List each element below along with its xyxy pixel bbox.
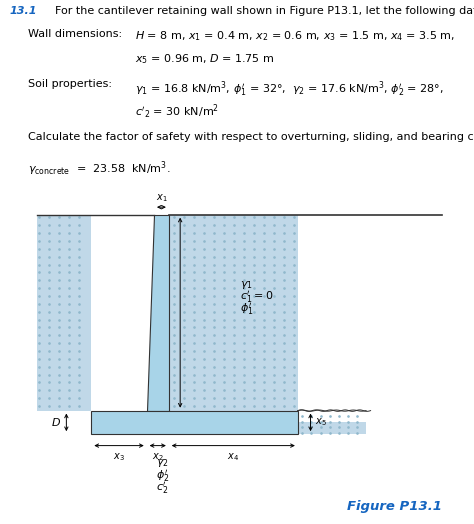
Bar [37,215,91,411]
Bar [91,411,298,434]
Text: $x_5$: $x_5$ [315,417,327,428]
Text: $\phi_2'$: $\phi_2'$ [155,468,169,484]
Polygon shape [146,215,169,411]
Text: 13.1: 13.1 [9,6,37,16]
Text: $\gamma_1$ = 16.8 kN/m$^3$, $\phi_1'$ = 32°,  $\gamma_2$ = 17.6 kN/m$^3$, $\phi_: $\gamma_1$ = 16.8 kN/m$^3$, $\phi_1'$ = … [135,79,444,99]
Text: Soil properties:: Soil properties: [28,79,112,89]
Text: $\gamma_{\mathregular{concrete}}$  =  23.58  kN/m$^3$.: $\gamma_{\mathregular{concrete}}$ = 23.5… [28,159,171,178]
Text: $D$: $D$ [51,417,61,428]
Text: Wall dimensions:: Wall dimensions: [28,29,123,39]
Bar [298,422,366,434]
Text: $x_3$: $x_3$ [113,451,125,463]
Text: $c_2'$: $c_2'$ [156,480,168,496]
Text: $H$ = 8 m, $x_1$ = 0.4 m, $x_2$ = 0.6 m, $x_3$ = 1.5 m, $x_4$ = 3.5 m,: $H$ = 8 m, $x_1$ = 0.4 m, $x_2$ = 0.6 m,… [135,29,455,42]
Text: $H$: $H$ [160,307,170,319]
Text: Figure P13.1: Figure P13.1 [347,500,442,512]
Text: $\phi_1'$: $\phi_1'$ [240,301,253,317]
Text: Calculate the factor of safety with respect to overturning, sliding, and bearing: Calculate the factor of safety with resp… [28,132,474,142]
Text: $c_1' = 0$: $c_1' = 0$ [240,289,273,305]
Text: $x_5$ = 0.96 m, $D$ = 1.75 m: $x_5$ = 0.96 m, $D$ = 1.75 m [135,52,274,66]
Text: $\gamma_1$: $\gamma_1$ [240,279,253,291]
Text: For the cantilever retaining wall shown in Figure P13.1, let the following data : For the cantilever retaining wall shown … [55,6,474,16]
Text: $x_1$: $x_1$ [155,192,167,203]
Bar [169,215,298,411]
Text: $\gamma_2$: $\gamma_2$ [156,457,169,469]
Text: $x_2$: $x_2$ [152,451,164,463]
Text: $x_4$: $x_4$ [228,451,239,463]
Text: $c'_2$ = 30 kN/m$^2$: $c'_2$ = 30 kN/m$^2$ [135,102,219,121]
